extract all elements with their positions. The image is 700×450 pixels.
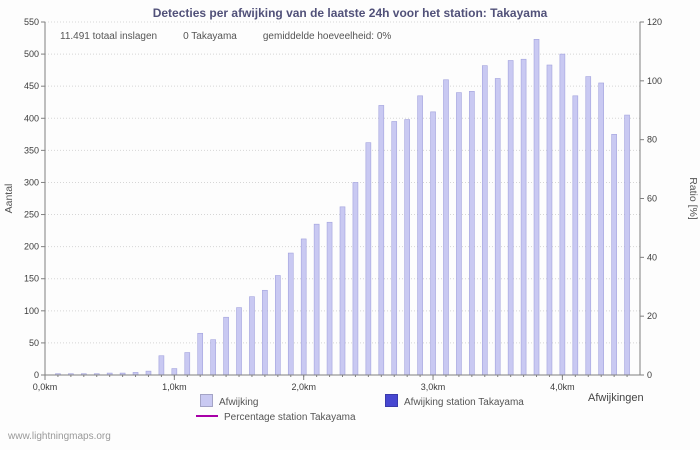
chart-canvas: 0 50 100 150 200 250 300 350 400 450 500 550 0 20 40 60… bbox=[3, 17, 699, 392]
y-tick-label-left: 450 bbox=[24, 81, 39, 91]
bar bbox=[339, 206, 346, 376]
bar bbox=[598, 82, 604, 376]
legend-item-percentage: Percentage station Takayama bbox=[196, 412, 356, 423]
bar bbox=[430, 111, 436, 376]
station-strikes-label: 0 Takayama bbox=[183, 31, 237, 42]
y-tick-label-right: 40 bbox=[647, 252, 657, 262]
y-axis-title-right: Ratio [%] bbox=[687, 177, 699, 220]
x-tick-label: 0,0km bbox=[33, 382, 58, 392]
bar bbox=[184, 352, 191, 376]
x-tick-label: 1,0km bbox=[162, 382, 187, 392]
bar bbox=[158, 355, 165, 376]
y-tick-label-left: 150 bbox=[24, 274, 39, 284]
y-tick-label-left: 300 bbox=[24, 177, 39, 187]
y-tick-label-right: 80 bbox=[647, 135, 657, 145]
bar bbox=[533, 39, 540, 376]
bar bbox=[520, 58, 527, 376]
bar bbox=[249, 296, 255, 376]
bar bbox=[404, 119, 410, 376]
legend-item-station: Afwijking station Takayama bbox=[385, 394, 524, 408]
bar bbox=[546, 64, 553, 376]
bar bbox=[456, 92, 462, 376]
bar bbox=[443, 79, 449, 376]
x-tick-label: 3,0km bbox=[421, 382, 446, 392]
y-tick-label-right: 120 bbox=[647, 17, 662, 27]
bar bbox=[481, 65, 488, 376]
y-tick-label-left: 400 bbox=[24, 113, 39, 123]
bar bbox=[287, 252, 294, 376]
bar bbox=[391, 121, 398, 376]
bar bbox=[507, 60, 514, 376]
bar bbox=[611, 134, 617, 376]
bar bbox=[469, 91, 475, 376]
y-tick-label-left: 100 bbox=[24, 306, 39, 316]
legend-label-afwijking: Afwijking bbox=[219, 397, 259, 408]
legend-item-afwijking: Afwijking bbox=[200, 394, 258, 408]
total-strikes-label: 11.491 totaal inslagen bbox=[60, 31, 158, 42]
y-tick-label-left: 200 bbox=[24, 242, 39, 252]
y-tick-label-left: 250 bbox=[24, 210, 39, 220]
bar bbox=[494, 78, 501, 376]
percentage-line-swatch-icon bbox=[196, 415, 218, 417]
bar bbox=[313, 223, 320, 376]
chart-title: Detecties per afwijking van de laatste 2… bbox=[152, 6, 548, 20]
bar bbox=[585, 76, 592, 376]
y-tick-label-left: 50 bbox=[29, 338, 39, 348]
y-tick-label-right: 100 bbox=[647, 76, 662, 86]
x-tick-label: 2,0km bbox=[291, 382, 316, 392]
y-tick-label-left: 0 bbox=[34, 370, 39, 380]
bar bbox=[197, 332, 204, 376]
bar bbox=[236, 307, 242, 376]
bar bbox=[326, 221, 333, 376]
bar bbox=[171, 368, 178, 376]
bar bbox=[352, 182, 359, 376]
afwijking-swatch-icon bbox=[200, 394, 213, 407]
y-axis-title-left: Aantal bbox=[3, 184, 15, 214]
y-tick-label-right: 20 bbox=[647, 311, 657, 321]
bar bbox=[262, 289, 268, 376]
bar bbox=[223, 316, 229, 376]
y-tick-label-right: 0 bbox=[647, 370, 652, 380]
bar bbox=[417, 95, 423, 376]
bar bbox=[559, 53, 566, 376]
bar bbox=[300, 238, 307, 376]
bar bbox=[572, 95, 579, 376]
bar bbox=[145, 370, 152, 376]
bar bbox=[210, 339, 216, 376]
average-ratio-label: gemiddelde hoeveelheid: 0% bbox=[262, 31, 392, 42]
y-tick-label-left: 350 bbox=[24, 145, 39, 155]
bar bbox=[624, 114, 630, 376]
bar bbox=[275, 275, 281, 376]
bar bbox=[365, 142, 372, 376]
x-axis-title: Afwijkingen bbox=[588, 392, 644, 404]
x-tick-label: 4,0km bbox=[550, 382, 575, 392]
bar bbox=[378, 105, 385, 376]
station-swatch-icon bbox=[385, 394, 398, 407]
legend-label-station: Afwijking station Takayama bbox=[404, 397, 524, 408]
y-tick-label-left: 500 bbox=[24, 49, 39, 59]
y-tick-label-right: 60 bbox=[647, 194, 657, 204]
legend-label-percentage: Percentage station Takayama bbox=[224, 412, 356, 423]
watermark: www.lightningmaps.org bbox=[8, 431, 111, 442]
y-tick-label-left: 550 bbox=[24, 17, 39, 27]
chart-info: 11.491 totaal inslagen 0 Takayama gemidd… bbox=[60, 31, 391, 42]
